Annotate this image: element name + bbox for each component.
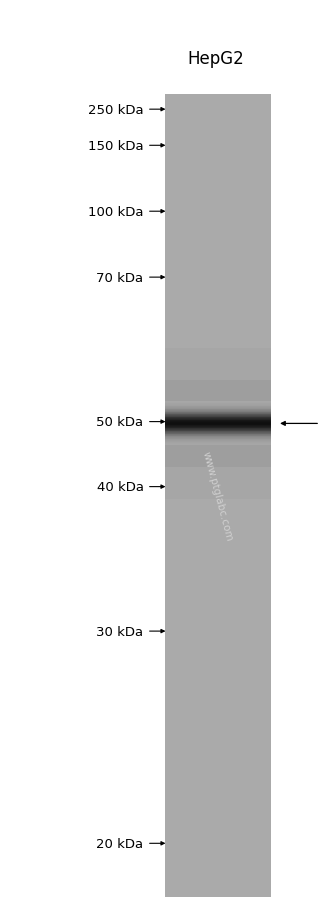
- Text: 40 kDa: 40 kDa: [97, 481, 144, 493]
- Text: 20 kDa: 20 kDa: [96, 837, 144, 850]
- Text: HepG2: HepG2: [188, 50, 245, 68]
- Bar: [165, 95, 271, 897]
- Text: 70 kDa: 70 kDa: [96, 272, 144, 284]
- Text: 150 kDa: 150 kDa: [88, 140, 144, 152]
- Text: 100 kDa: 100 kDa: [88, 206, 144, 218]
- Text: www.ptglabc.com: www.ptglabc.com: [201, 450, 235, 542]
- Text: 250 kDa: 250 kDa: [88, 104, 144, 116]
- Bar: [165, 381, 271, 467]
- Text: 50 kDa: 50 kDa: [96, 416, 144, 428]
- Bar: [165, 348, 271, 500]
- Text: 30 kDa: 30 kDa: [96, 625, 144, 638]
